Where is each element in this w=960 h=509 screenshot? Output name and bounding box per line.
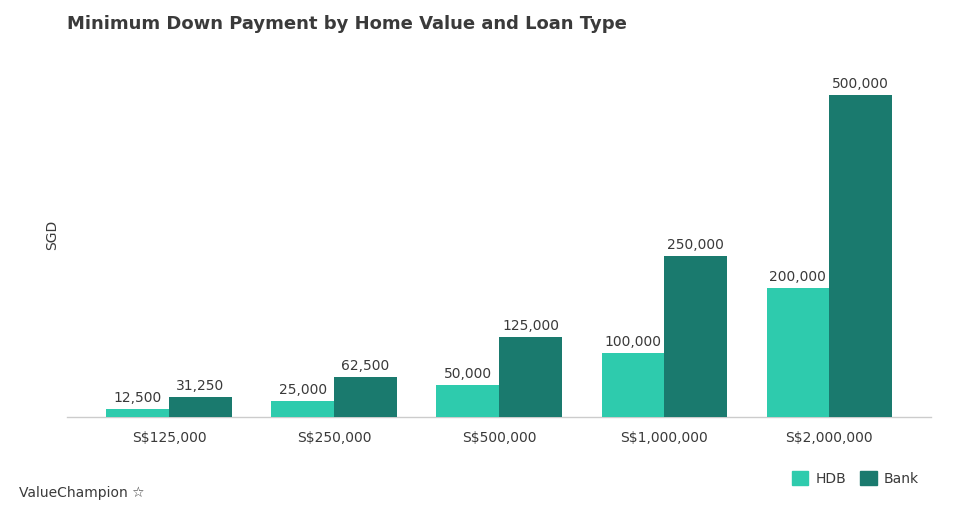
Bar <box>169 398 232 417</box>
Bar <box>334 377 396 417</box>
Bar <box>766 289 829 417</box>
Bar <box>272 401 334 417</box>
Text: 31,250: 31,250 <box>177 378 225 392</box>
Y-axis label: SGD: SGD <box>45 219 59 249</box>
Text: 25,000: 25,000 <box>278 382 327 396</box>
Text: 200,000: 200,000 <box>769 270 827 284</box>
Bar <box>829 96 892 417</box>
Text: 62,500: 62,500 <box>342 358 390 372</box>
Text: 100,000: 100,000 <box>605 334 661 348</box>
Bar <box>664 257 727 417</box>
Text: 500,000: 500,000 <box>832 77 889 91</box>
Text: 250,000: 250,000 <box>667 238 724 251</box>
Text: 50,000: 50,000 <box>444 366 492 380</box>
Text: 125,000: 125,000 <box>502 318 559 332</box>
Bar <box>499 337 562 417</box>
Text: ValueChampion ☆: ValueChampion ☆ <box>19 485 145 499</box>
Bar <box>107 409 169 417</box>
Bar <box>437 385 499 417</box>
Text: Minimum Down Payment by Home Value and Loan Type: Minimum Down Payment by Home Value and L… <box>67 15 627 33</box>
Legend: HDB, Bank: HDB, Bank <box>786 465 924 491</box>
Bar <box>602 353 664 417</box>
Text: 12,500: 12,500 <box>113 390 162 404</box>
